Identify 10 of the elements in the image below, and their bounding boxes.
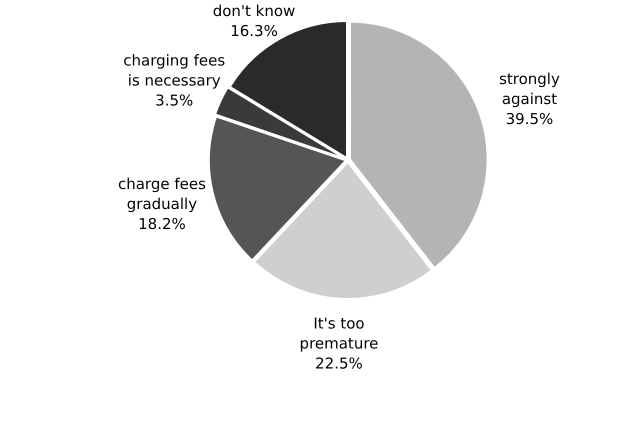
slice-label: It's too premature [300,314,378,353]
data-label: 22.5% [315,354,363,373]
data-label: 16.3% [230,22,278,40]
slice-label: charging fees is necessary [123,52,226,90]
data-label: 18.2% [138,214,186,233]
slice-label: charge fees gradually [118,174,206,213]
slice-label: strongly against [499,70,560,108]
data-label: 39.5% [506,110,554,128]
data-label: 3.5% [155,92,194,110]
slice-label: don't know [212,2,296,20]
